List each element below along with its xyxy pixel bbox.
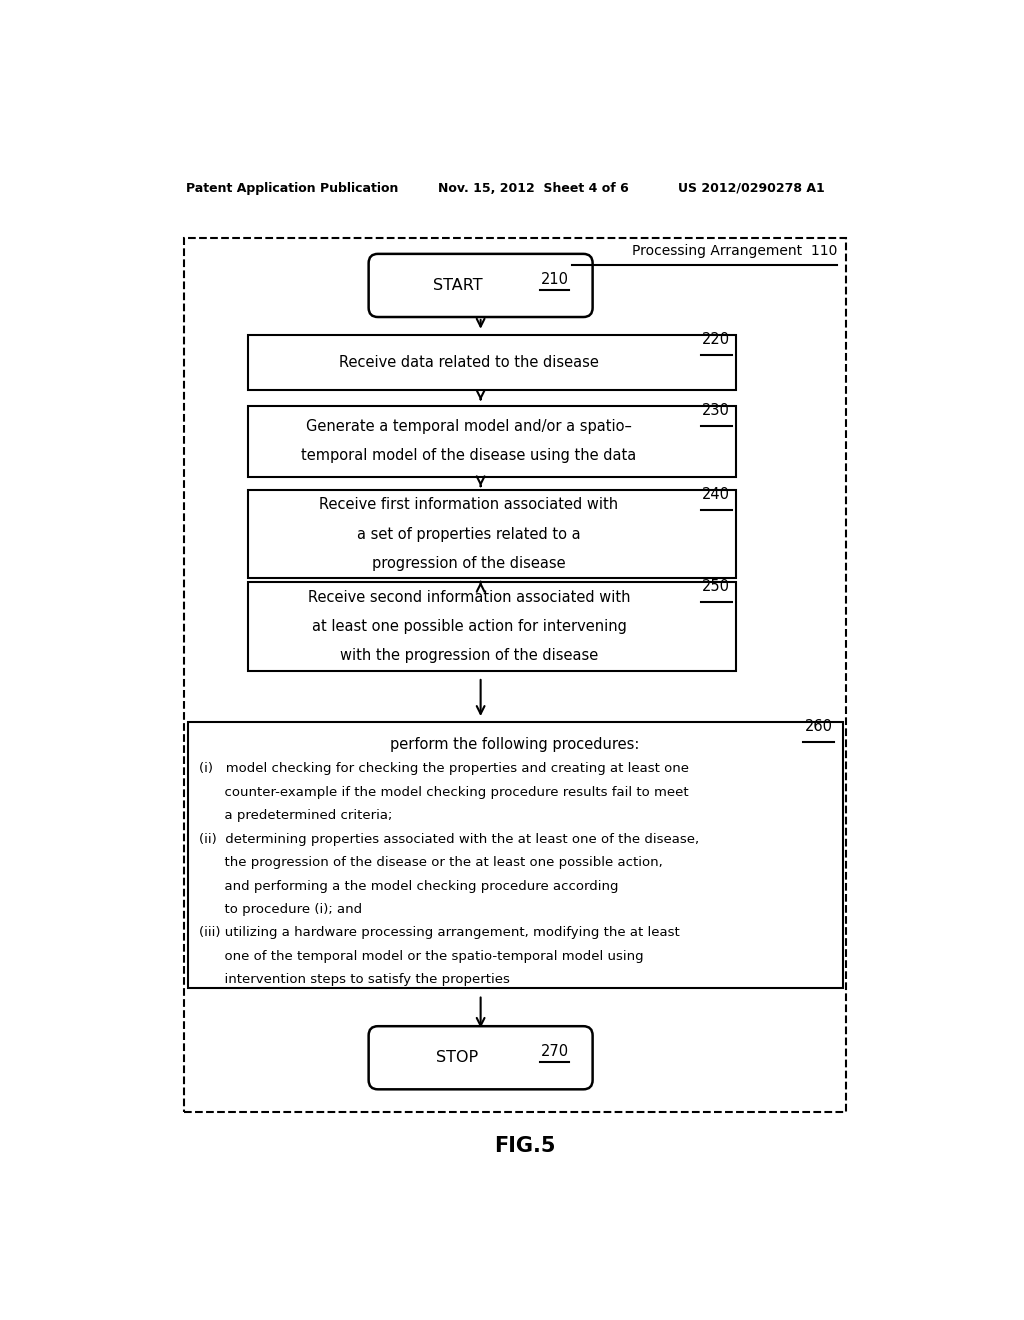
Text: 260: 260 <box>805 719 833 734</box>
Text: Receive data related to the disease: Receive data related to the disease <box>339 355 599 370</box>
Text: intervention steps to satisfy the properties: intervention steps to satisfy the proper… <box>200 973 510 986</box>
Text: at least one possible action for intervening: at least one possible action for interve… <box>311 619 627 634</box>
Text: 270: 270 <box>541 1044 569 1059</box>
Text: 240: 240 <box>702 487 730 502</box>
Text: Receive first information associated with: Receive first information associated wit… <box>319 498 618 512</box>
Text: to procedure (i); and: to procedure (i); and <box>200 903 362 916</box>
Text: a predetermined criteria;: a predetermined criteria; <box>200 809 392 822</box>
Text: START: START <box>432 279 482 293</box>
Text: and performing a the model checking procedure according: and performing a the model checking proc… <box>200 879 618 892</box>
Text: Nov. 15, 2012  Sheet 4 of 6: Nov. 15, 2012 Sheet 4 of 6 <box>438 182 629 194</box>
Text: temporal model of the disease using the data: temporal model of the disease using the … <box>301 447 637 463</box>
Text: the progression of the disease or the at least one possible action,: the progression of the disease or the at… <box>200 857 664 869</box>
Bar <box>248 582 736 671</box>
Text: one of the temporal model or the spatio-temporal model using: one of the temporal model or the spatio-… <box>200 950 644 964</box>
Text: Processing Arrangement  110: Processing Arrangement 110 <box>632 244 838 257</box>
Text: STOP: STOP <box>436 1051 478 1065</box>
Text: 230: 230 <box>702 404 730 418</box>
Bar <box>183 238 847 1111</box>
Text: counter-example if the model checking procedure results fail to meet: counter-example if the model checking pr… <box>200 785 689 799</box>
Bar <box>248 335 736 391</box>
Text: (i)   model checking for checking the properties and creating at least one: (i) model checking for checking the prop… <box>200 762 689 775</box>
FancyBboxPatch shape <box>369 253 593 317</box>
Text: progression of the disease: progression of the disease <box>372 556 566 572</box>
Bar <box>187 722 843 989</box>
FancyBboxPatch shape <box>369 1026 593 1089</box>
Text: 220: 220 <box>702 331 730 347</box>
Text: 250: 250 <box>702 579 730 594</box>
Text: 210: 210 <box>541 272 569 286</box>
Text: (ii)  determining properties associated with the at least one of the disease,: (ii) determining properties associated w… <box>200 833 699 846</box>
Text: Generate a temporal model and/or a spatio–: Generate a temporal model and/or a spati… <box>306 418 632 434</box>
Text: Receive second information associated with: Receive second information associated wi… <box>308 590 630 605</box>
Text: with the progression of the disease: with the progression of the disease <box>340 648 598 664</box>
Text: (iii) utilizing a hardware processing arrangement, modifying the at least: (iii) utilizing a hardware processing ar… <box>200 927 680 940</box>
Text: perform the following procedures:: perform the following procedures: <box>390 738 640 752</box>
Text: US 2012/0290278 A1: US 2012/0290278 A1 <box>678 182 825 194</box>
Bar <box>248 490 736 578</box>
Text: a set of properties related to a: a set of properties related to a <box>357 527 581 541</box>
Text: Patent Application Publication: Patent Application Publication <box>186 182 398 194</box>
Text: FIG.5: FIG.5 <box>494 1135 556 1155</box>
Bar <box>248 407 736 478</box>
